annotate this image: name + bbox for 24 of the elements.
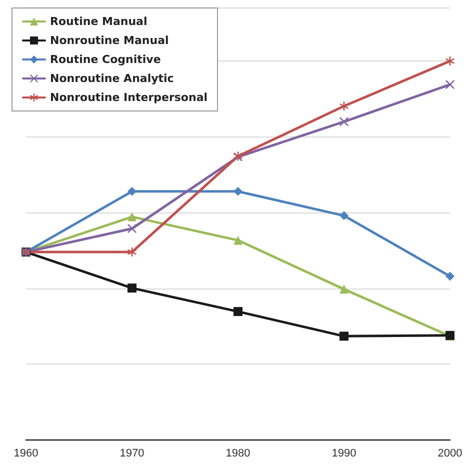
point [340,117,348,126]
point [128,186,136,196]
legend-label: Nonroutine Analytic [50,72,174,85]
x-tick-label: 1970 [120,448,144,460]
legend-label: Routine Cognitive [50,53,161,66]
point [340,102,348,111]
point [128,284,136,293]
legend-label: Nonroutine Manual [50,34,169,47]
x-tick-label: 2000 [438,448,462,460]
point [128,212,136,222]
point [340,284,348,294]
point [340,332,348,341]
x-tick-label: 1960 [14,448,38,460]
point [446,56,454,66]
point [234,307,242,316]
point [128,248,136,257]
point [446,272,454,281]
x-tick-label: 1990 [332,448,356,460]
point [340,211,348,220]
legend-label: Nonroutine Interpersonal [50,91,208,104]
x-tick-label: 1980 [226,448,250,460]
point [234,186,242,196]
point [234,236,242,245]
legend-label: Routine Manual [50,15,148,28]
